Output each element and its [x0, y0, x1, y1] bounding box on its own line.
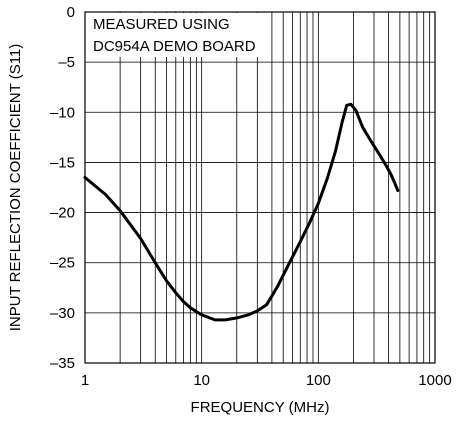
x-tick-label: 1	[81, 372, 89, 389]
tick-labels: 0 –5 –10 –15 –20 –25 –30 –35 1 10 100 1000	[50, 4, 452, 389]
y-tick-label: 0	[67, 4, 75, 21]
y-tick-label: –15	[50, 154, 75, 171]
y-tick-label: –25	[50, 255, 75, 272]
grid	[85, 12, 435, 363]
x-tick-label: 100	[306, 372, 331, 389]
x-tick-label: 10	[193, 372, 210, 389]
annotation-line-2: DC954A DEMO BOARD	[93, 38, 256, 55]
x-tick-label: 1000	[418, 372, 451, 389]
y-tick-label: –20	[50, 205, 75, 222]
x-axis-title: FREQUENCY (MHz)	[191, 399, 330, 416]
y-tick-label: –5	[58, 54, 75, 71]
y-tick-label: –10	[50, 104, 75, 121]
annotation-background	[86, 13, 268, 57]
annotation-line-1: MEASURED USING	[93, 16, 230, 33]
series-line-0	[83, 102, 400, 322]
series-group	[83, 102, 400, 322]
y-tick-label: –35	[50, 355, 75, 372]
y-tick-label: –30	[50, 305, 75, 322]
plot-frame	[84, 11, 436, 364]
y-axis-title: INPUT REFLECTION COEFFICIENT (S11)	[7, 44, 24, 332]
